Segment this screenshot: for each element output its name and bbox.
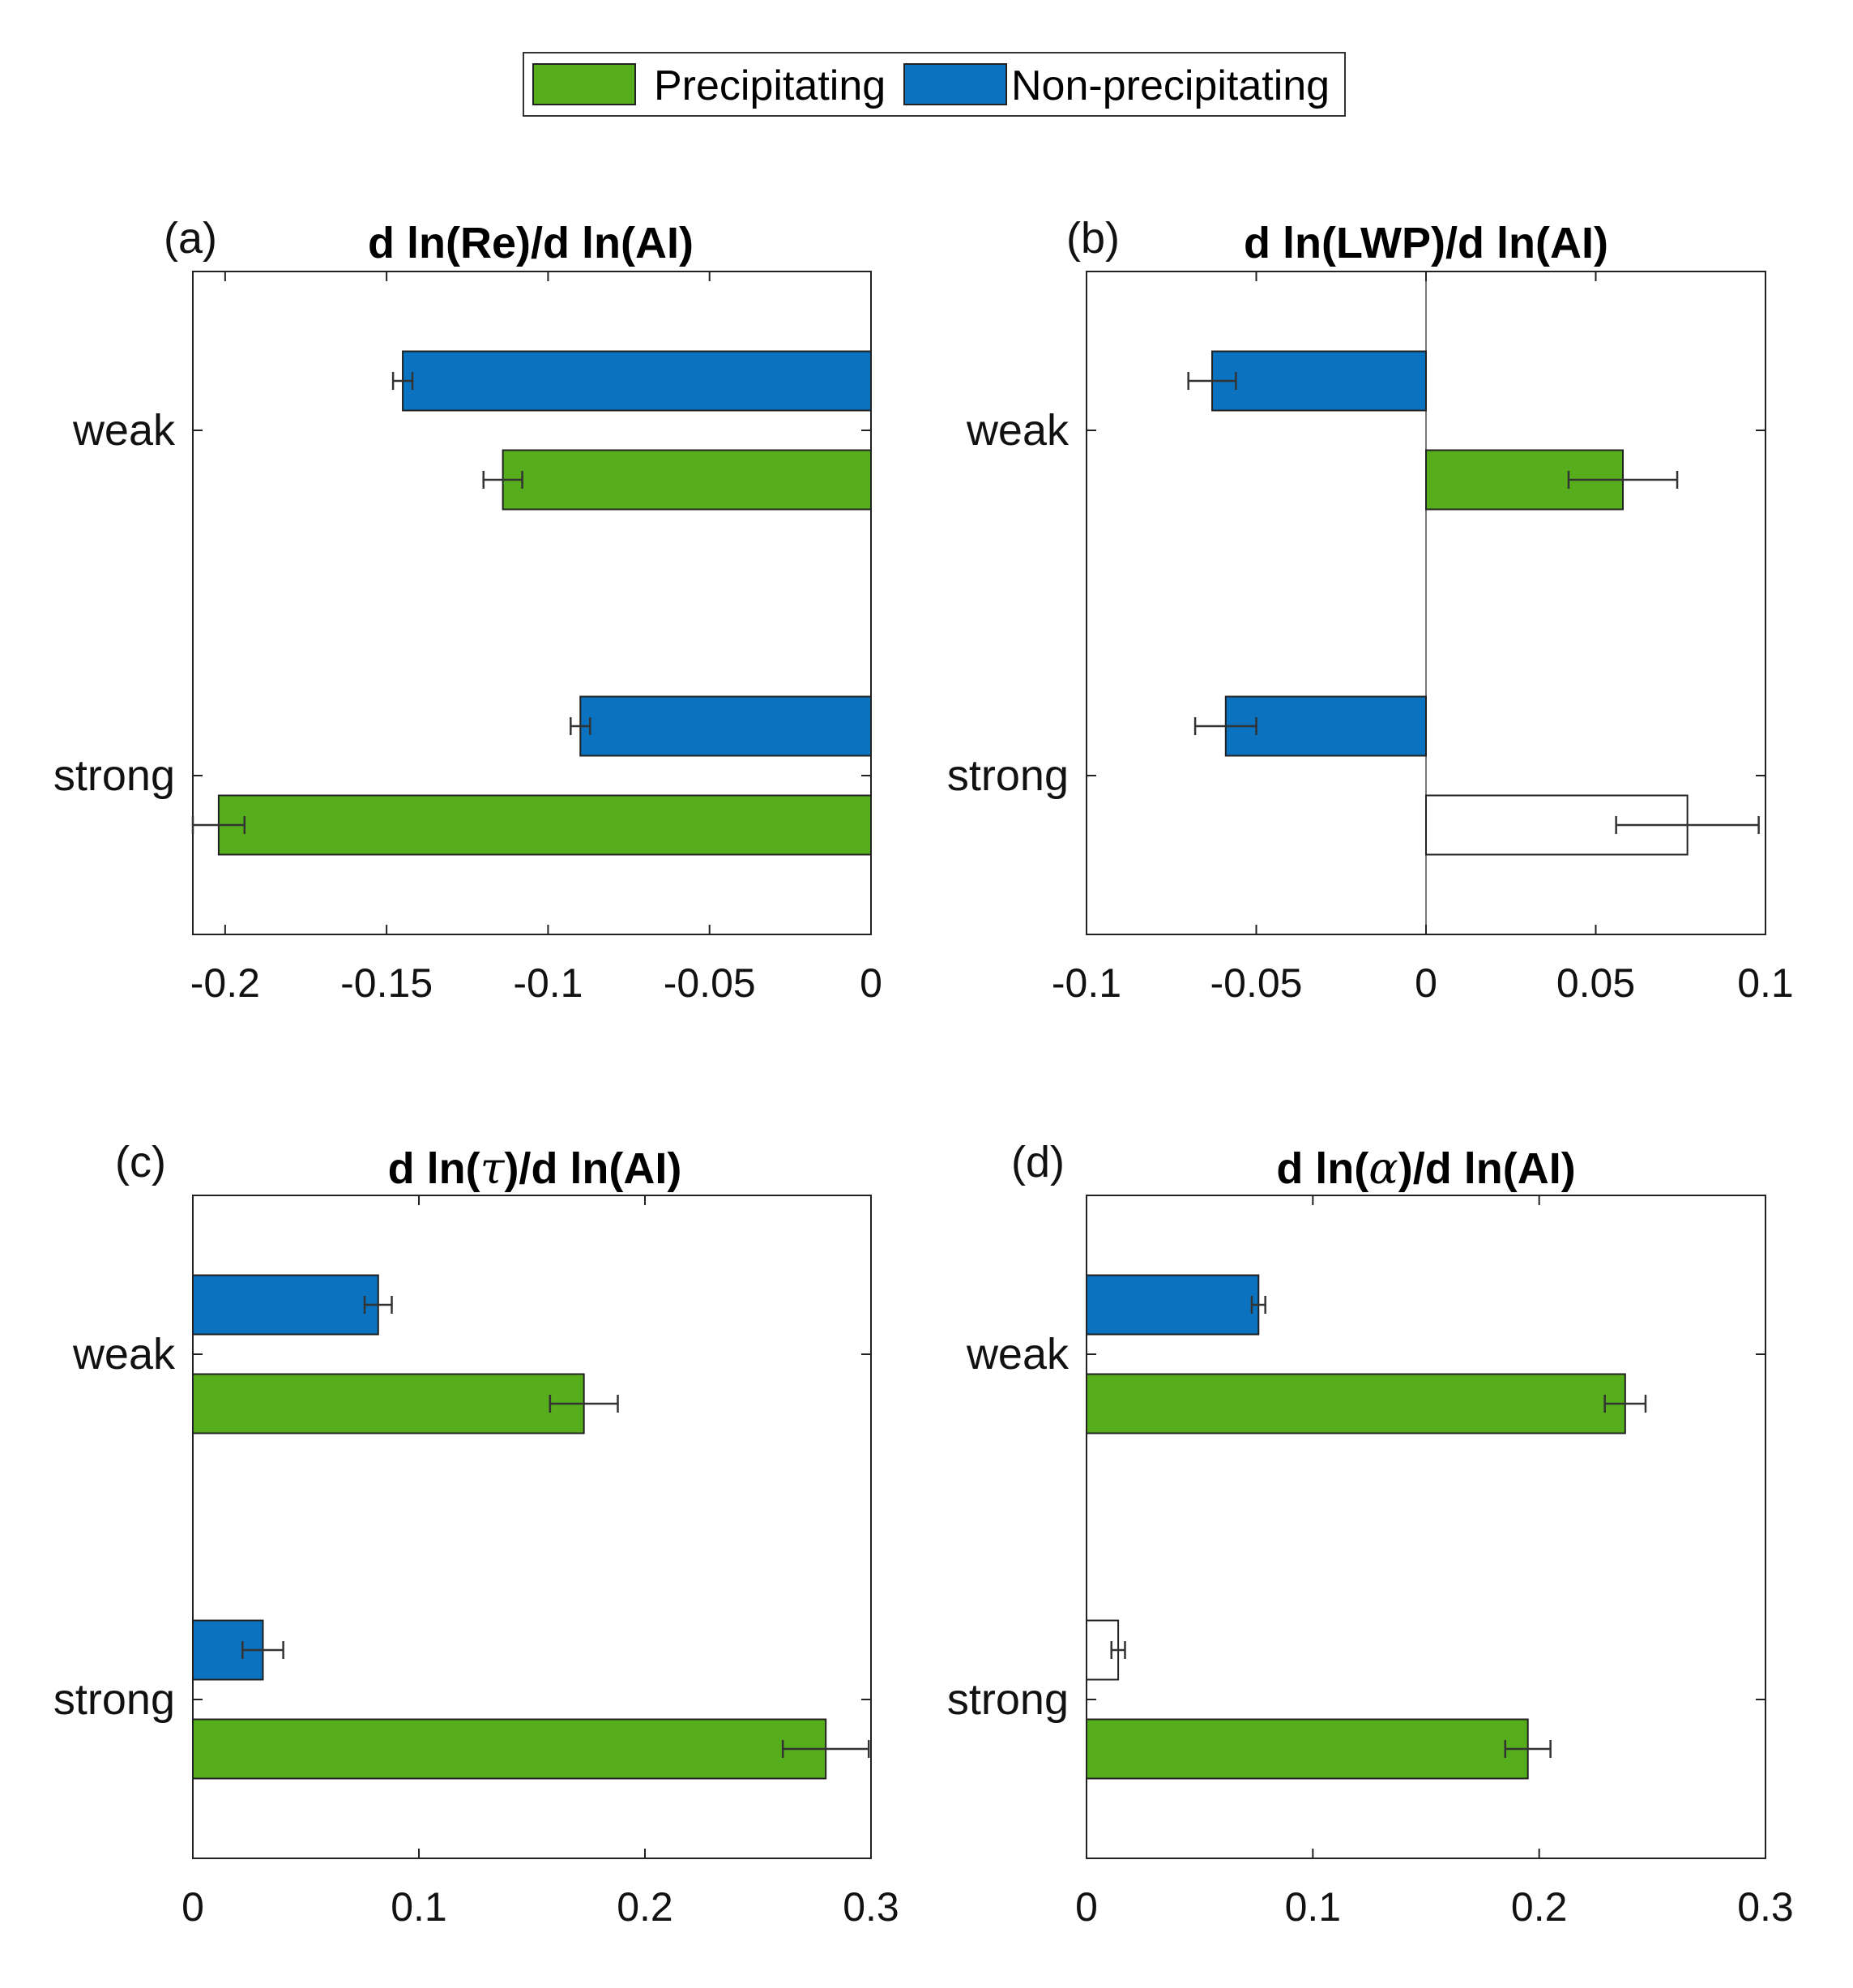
panel-a-errorbar-precipitating-weak [482,471,523,489]
panel-c-label: (c) [115,1138,166,1186]
panel-c-errorbar-non-precipitating-weak [363,1296,393,1314]
panel-d-label: (d) [1011,1138,1065,1186]
panel-b-errorbar-precipitating-strong [1615,816,1760,834]
panel-d-axes-box [1086,1195,1766,1859]
panel-d-x-tick-label: 0.3 [1737,1884,1794,1930]
panel-d-errorbar-non-precipitating-weak [1250,1296,1266,1314]
panel-c-x-tick-label: 0.2 [617,1884,673,1930]
panel-c-title: d ln(τ)/d ln(AI) [388,1143,682,1194]
panel-d: (d) d ln(α)/d ln(AI) 0 0.1 0.2 0.3 weak stron… [947,1138,1794,1930]
panel-d-errorbar-precipitating-weak [1603,1395,1647,1413]
panel-c-x-tick-label: 0.3 [843,1884,899,1930]
panel-a-category-label-strong: strong [53,751,175,800]
panel-b-bar-non-precipitating-weak [1211,350,1428,412]
panel-d-errorbar-non-precipitating-strong [1110,1641,1126,1659]
panel-d-errorbar-precipitating-strong [1504,1740,1552,1758]
panel-a-x-tick-label: -0.1 [513,960,583,1006]
panel-b-bar-non-precipitating-strong [1224,695,1428,757]
panel-a-bar-precipitating-weak [502,449,873,511]
panel-a-errorbar-non-precipitating-weak [391,372,414,390]
panel-a-category-label-weak: weak [72,406,176,455]
panel-b: (b) d ln(LWP)/d ln(AI) -0.1 -0.05 0 0.05 0.1… [947,214,1794,1006]
panel-d-bar-non-precipitating-weak [1086,1274,1260,1336]
panel-c-x-tick-label: 0.1 [391,1884,447,1930]
panel-a-x-tick-label: -0.05 [664,960,756,1006]
panel-c-x-tick-label: 0 [181,1884,204,1930]
panel-b-x-tick-label: 0.05 [1556,960,1635,1006]
panel-d-title-suffix: )/d ln(AI) [1398,1144,1576,1193]
legend-label-precipitating: Precipitating [654,62,886,109]
panel-d-category-label-strong: strong [947,1675,1069,1724]
panel-b-x-tick-label: 0.1 [1737,960,1794,1006]
panel-d-x-tick-label: 0 [1075,1884,1098,1930]
panel-c-category-label-strong: strong [53,1675,175,1724]
panel-c: (c) d ln(τ)/d ln(AI) 0 0.1 0.2 0.3 weak stron… [53,1138,899,1930]
panel-d-bar-precipitating-strong [1086,1718,1529,1780]
panel-a-axes-box [192,271,872,935]
panel-b-errorbar-non-precipitating-weak [1187,372,1237,390]
panel-c-errorbar-precipitating-weak [549,1395,619,1413]
panel-c-category-label-weak: weak [72,1330,176,1379]
panel-d-title-prefix: d ln( [1276,1144,1368,1193]
panel-a-label: (a) [164,214,217,263]
panel-a-bar-non-precipitating-strong [579,695,872,757]
panel-b-category-label-weak: weak [966,406,1070,455]
panel-b-title: d ln(LWP)/d ln(AI) [1244,219,1608,267]
panel-d-x-tick-label: 0.1 [1285,1884,1342,1930]
panel-c-axes-box [192,1195,872,1859]
panel-b-errorbar-non-precipitating-strong [1193,717,1257,735]
panel-d-category-label-weak: weak [966,1330,1070,1379]
panel-a-x-tick-label: -0.2 [190,960,260,1006]
panel-d-x-tick-label: 0.2 [1511,1884,1568,1930]
panel-b-category-label-strong: strong [947,751,1069,800]
panel-a-x-tick-label: 0 [860,960,882,1006]
panel-c-title-suffix: )/d ln(AI) [504,1144,681,1193]
panel-a: (a) d ln(Re)/d ln(AI) -0.2 -0.15 -0.1 -0.05… [53,214,882,1006]
legend-swatch-precipitating [532,63,636,105]
legend-swatch-non-precipitating [903,63,1007,105]
panel-b-x-tick-label: 0 [1415,960,1437,1006]
panel-d-title-symbol: α [1368,1143,1398,1194]
panel-b-errorbar-precipitating-weak [1567,471,1679,489]
panel-c-title-symbol: τ [480,1143,506,1194]
panel-a-errorbar-non-precipitating-strong [570,717,591,735]
panel-c-bar-precipitating-weak [192,1373,585,1434]
panel-b-x-tick-label: -0.05 [1210,960,1303,1006]
panel-c-title-prefix: d ln( [388,1144,480,1193]
panel-a-title: d ln(Re)/d ln(AI) [368,219,694,267]
panel-b-label: (b) [1066,214,1120,263]
panel-d-bar-precipitating-weak [1086,1373,1626,1434]
panel-d-title: d ln(α)/d ln(AI) [1276,1143,1575,1194]
panel-c-bar-non-precipitating-weak [192,1274,379,1336]
panel-a-errorbar-precipitating-strong [191,816,246,834]
panel-a-bar-non-precipitating-weak [402,350,873,412]
panel-c-errorbar-non-precipitating-strong [241,1641,284,1659]
legend-label-non-precipitating: Non-precipitating [1011,62,1330,109]
panel-b-x-tick-label: -0.1 [1052,960,1121,1006]
panel-c-bar-precipitating-strong [192,1718,827,1780]
panel-a-x-tick-label: -0.15 [340,960,433,1006]
panel-c-errorbar-precipitating-strong [781,1740,870,1758]
panel-a-bar-precipitating-strong [217,794,872,856]
legend: Precipitating Non-precipitating [523,52,1346,117]
